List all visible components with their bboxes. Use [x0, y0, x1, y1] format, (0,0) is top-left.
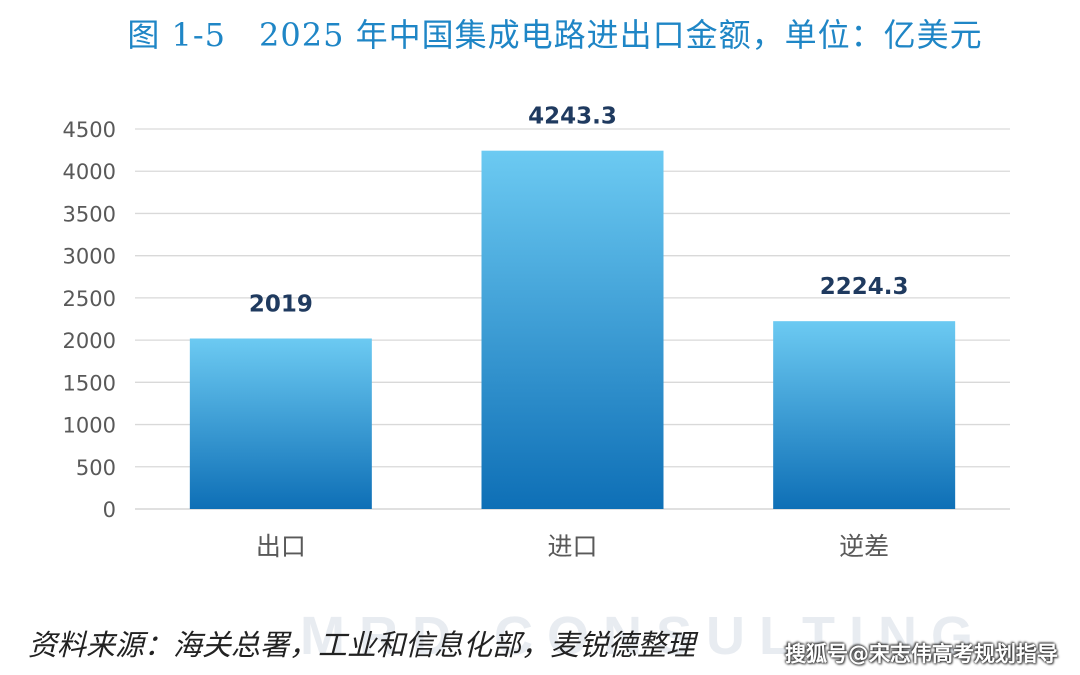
watermark-credit: 搜狐号@宋志伟高考规划指导: [785, 642, 1058, 666]
x-tick-label: 出口: [256, 532, 306, 561]
data-label: 2019: [249, 292, 313, 318]
x-tick-label: 逆差: [839, 532, 889, 561]
source-note: 资料来源：海关总署，工业和信息化部，麦锐德整理: [28, 628, 696, 662]
x-tick-label: 进口: [547, 532, 597, 561]
data-label: 4243.3: [528, 104, 617, 130]
bars: [189, 150, 956, 510]
bar-chart: 0 500 1000 1500 2000 2500 3000 3500 4000 4500 201…: [63, 104, 1010, 561]
bar-3: [773, 321, 956, 509]
y-tick-label: 2500: [63, 287, 116, 311]
y-axis: 0 500 1000 1500 2000 2500 3000 3500 4000 4500: [63, 118, 116, 522]
x-axis: 出口 进口 逆差: [256, 532, 889, 561]
bar-2: [481, 150, 664, 510]
y-tick-label: 500: [76, 456, 116, 480]
y-tick-label: 0: [103, 498, 116, 522]
chart-title: 图 1-5 2025 年中国集成电路进出口金额，单位：亿美元: [127, 16, 983, 54]
data-label: 2224.3: [820, 274, 909, 300]
y-tick-label: 3000: [63, 245, 116, 269]
data-labels: 2019 4243.3 2224.3: [249, 104, 909, 318]
y-tick-label: 3500: [63, 202, 116, 226]
y-tick-label: 2000: [63, 329, 116, 353]
y-tick-label: 1000: [63, 414, 116, 438]
watermark-logo: MRD CONSULTING: [300, 606, 987, 666]
y-tick-label: 1500: [63, 371, 116, 395]
y-tick-label: 4500: [63, 118, 116, 142]
y-tick-label: 4000: [63, 160, 116, 184]
bar-1: [189, 338, 372, 509]
